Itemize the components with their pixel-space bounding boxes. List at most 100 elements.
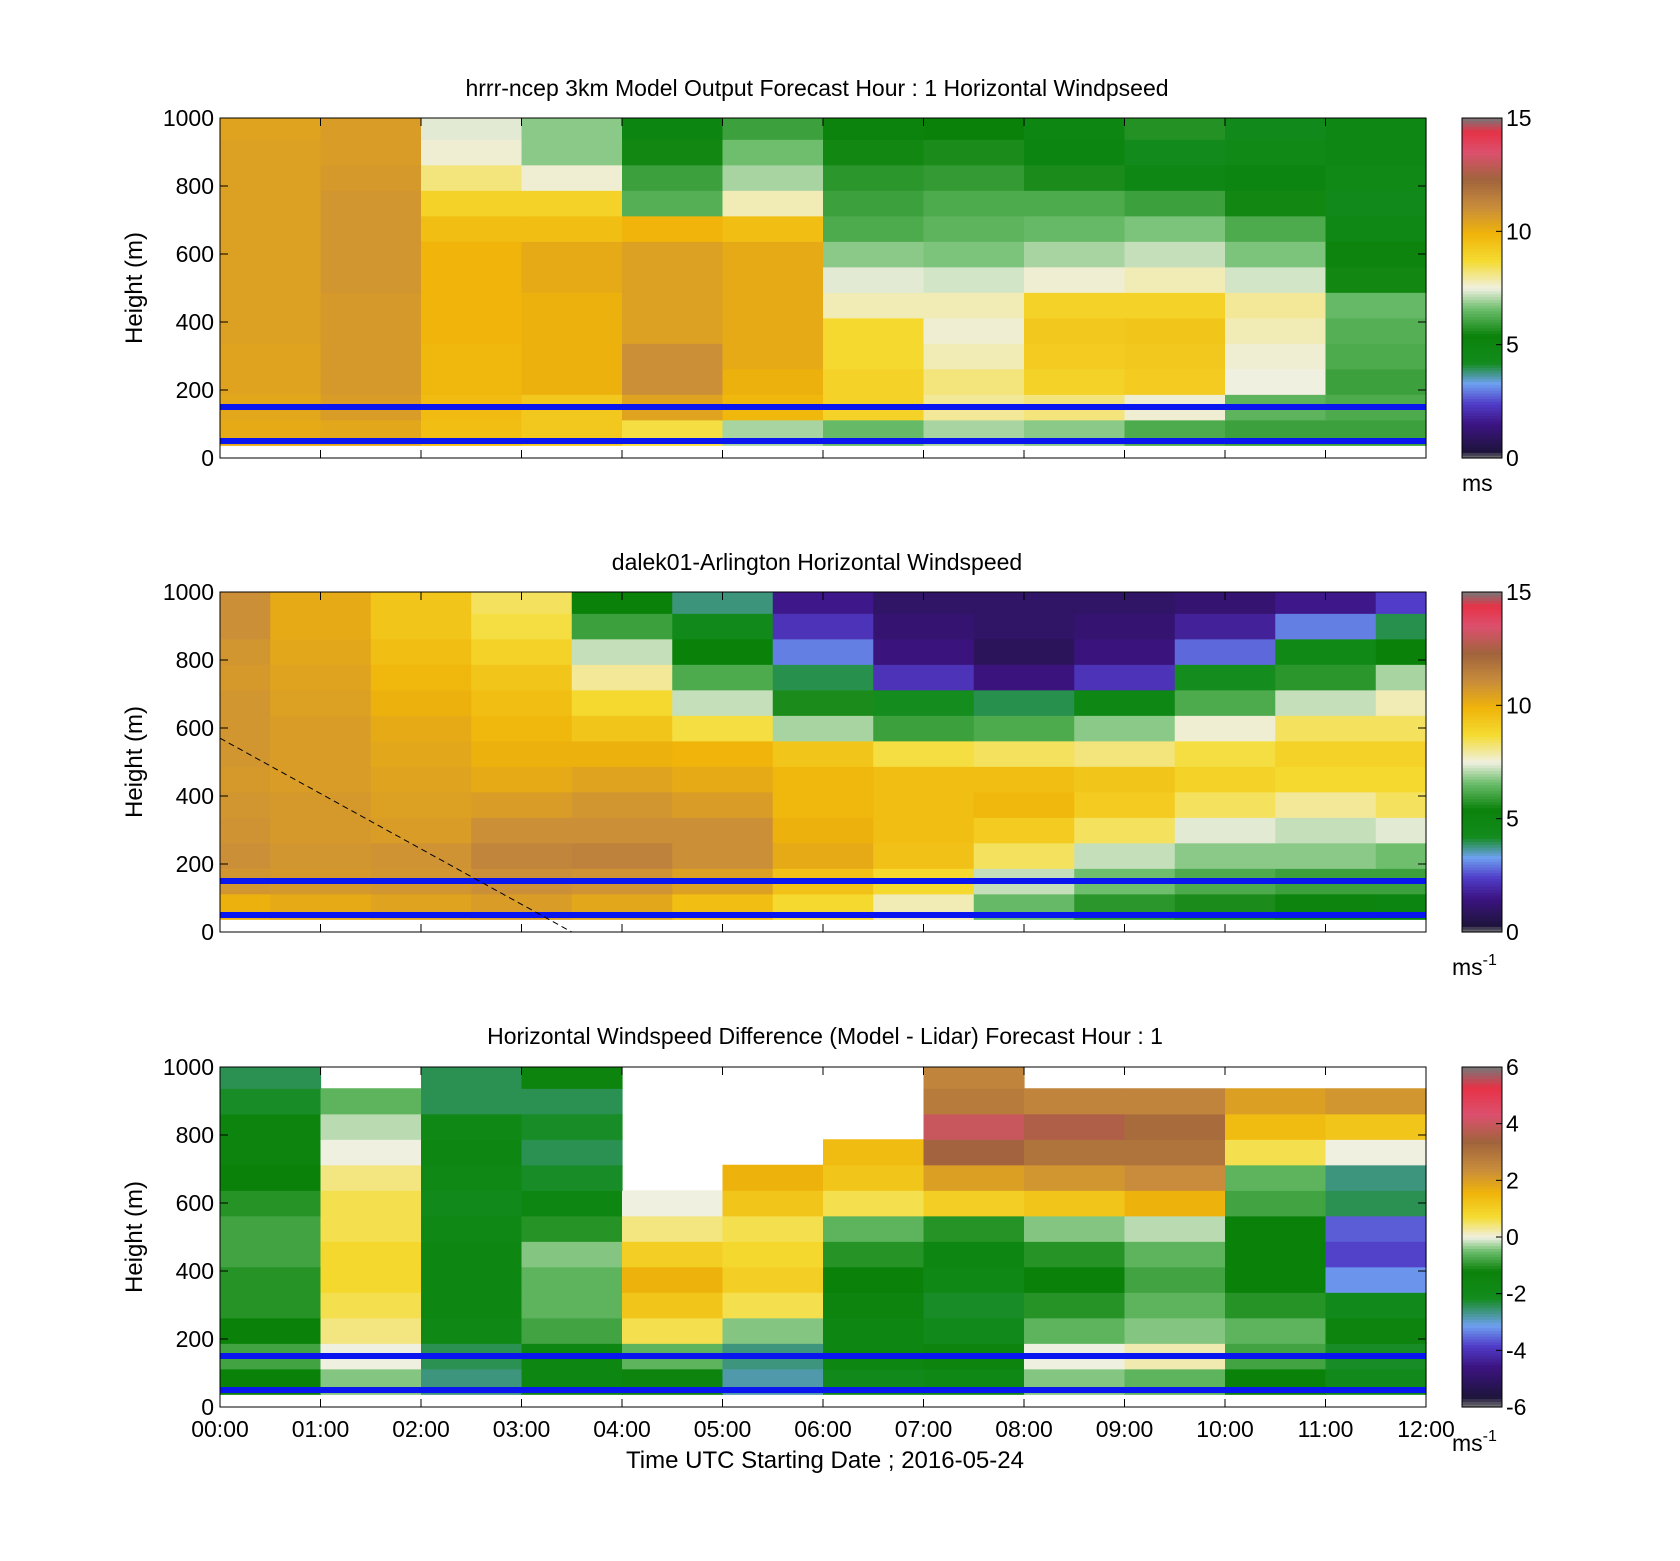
heatmap-cell xyxy=(571,842,673,869)
colorbar-segment xyxy=(1462,387,1502,391)
heatmap-cell xyxy=(220,1164,322,1191)
colorbar-segment xyxy=(1462,1098,1502,1102)
colorbar-tick-label: -2 xyxy=(1506,1281,1526,1307)
heatmap-cell xyxy=(320,1292,422,1319)
heatmap-cell xyxy=(1024,1292,1126,1319)
heatmap-cell xyxy=(823,1317,925,1344)
colorbar-tick-label: 0 xyxy=(1506,1224,1519,1250)
heatmap-cell xyxy=(370,740,472,767)
heatmap-cell xyxy=(722,1164,824,1191)
heatmap-cell xyxy=(320,118,422,140)
panel-1-overlay xyxy=(220,404,1426,444)
colorbar-tick-label: 0 xyxy=(1506,445,1519,471)
heatmap-cell xyxy=(1325,190,1427,217)
colorbar-segment xyxy=(1462,324,1502,329)
colorbar-segment xyxy=(1462,841,1502,845)
colorbar-tick-label: 10 xyxy=(1506,218,1532,244)
colorbar-segment xyxy=(1462,180,1502,184)
heatmap-cell xyxy=(1124,139,1226,166)
heatmap-cell xyxy=(1024,292,1126,319)
colorbar-segment xyxy=(1462,745,1502,749)
colorbar-segment xyxy=(1462,1120,1502,1125)
colorbar-segment xyxy=(1462,188,1502,193)
heatmap-cell xyxy=(521,1215,623,1242)
heatmap-cell xyxy=(722,1190,824,1217)
heatmap-cell xyxy=(923,215,1025,242)
heatmap-cell xyxy=(1325,1266,1427,1293)
heatmap-cell xyxy=(1074,842,1176,869)
heatmap-cell xyxy=(823,1241,925,1268)
colorbar-segment xyxy=(1462,614,1502,619)
heatmap-cell xyxy=(923,1317,1025,1344)
colorbar-segment xyxy=(1462,1375,1502,1380)
colorbar-segment xyxy=(1462,1367,1502,1371)
colorbar-tick-label: 2 xyxy=(1506,1167,1519,1193)
colorbar-segment xyxy=(1462,120,1502,125)
colorbar-segment xyxy=(1462,869,1502,874)
panel-2-overlay xyxy=(219,737,1426,933)
heatmap-cell xyxy=(1074,638,1176,665)
heatmap-cell xyxy=(571,592,673,614)
colorbar-segment xyxy=(1462,1296,1502,1300)
colorbar-segment xyxy=(1462,140,1502,145)
heatmap-cell xyxy=(923,164,1025,191)
colorbar-segment xyxy=(1462,1248,1502,1252)
colorbar-segment xyxy=(1462,597,1502,602)
colorbar-segment xyxy=(1462,1262,1502,1266)
heatmap-cell xyxy=(270,592,372,614)
colorbar-segment xyxy=(1462,370,1502,374)
heatmap-cell xyxy=(1225,1292,1327,1319)
colorbar-segment xyxy=(1462,626,1502,630)
colorbar-segment xyxy=(1462,767,1502,772)
heatmap-cell xyxy=(622,317,724,344)
heatmap-cell xyxy=(370,664,472,691)
panel-2-title: dalek01-Arlington Horizontal Windspeed xyxy=(612,549,1022,575)
heatmap-cell xyxy=(873,740,975,767)
heatmap-cell xyxy=(722,1317,824,1344)
colorbar-segment xyxy=(1462,271,1502,275)
heatmap-cell xyxy=(220,292,322,319)
heatmap-cell xyxy=(1024,266,1126,293)
heatmap-cell xyxy=(421,1317,523,1344)
heatmap-cell xyxy=(823,164,925,191)
heatmap-cell xyxy=(220,638,271,665)
heatmap-cell xyxy=(622,1190,724,1217)
colorbar-segment xyxy=(1462,285,1502,289)
colorbar-segment xyxy=(1462,711,1502,715)
heatmap-cell xyxy=(521,1190,623,1217)
heatmap-cell xyxy=(320,1190,422,1217)
heatmap-cell xyxy=(823,1139,925,1166)
heatmap-cell xyxy=(772,842,874,869)
colorbar-segment xyxy=(1462,739,1502,743)
heatmap-cell xyxy=(270,791,372,818)
heatmap-cell xyxy=(1124,1292,1226,1319)
heatmap-cell xyxy=(923,343,1025,370)
colorbar-segment xyxy=(1462,381,1502,385)
heatmap-cell xyxy=(421,118,523,140)
colorbar-segment xyxy=(1462,1152,1502,1156)
heatmap-cell xyxy=(220,592,271,614)
colorbar-segment xyxy=(1462,214,1502,218)
colorbar-segment xyxy=(1462,623,1502,627)
colorbar-segment xyxy=(1462,1129,1502,1133)
colorbar-segment xyxy=(1462,631,1502,636)
heatmap-cell xyxy=(220,766,271,793)
heatmap-cell xyxy=(923,1266,1025,1293)
heatmap-cell xyxy=(220,1317,322,1344)
colorbar-segment xyxy=(1462,438,1502,442)
colorbar-segment xyxy=(1462,716,1502,721)
colorbar-segment xyxy=(1462,1078,1502,1082)
heatmap-cell xyxy=(1325,1215,1427,1242)
heatmap-cell xyxy=(622,1292,724,1319)
panel-1-y-axis: 0 200 400 600 800 1000 xyxy=(163,105,1426,471)
colorbar-segment xyxy=(1462,1126,1502,1130)
colorbar-segment xyxy=(1462,126,1502,130)
heatmap-cell xyxy=(823,343,925,370)
heatmap-cell xyxy=(421,1088,523,1115)
heatmap-cell xyxy=(722,1266,824,1293)
heatmap-cell xyxy=(973,689,1075,716)
heatmap-cell xyxy=(370,689,472,716)
heatmap-cell xyxy=(471,817,573,844)
heatmap-cell xyxy=(220,118,322,140)
colorbar-segment xyxy=(1462,1347,1502,1351)
